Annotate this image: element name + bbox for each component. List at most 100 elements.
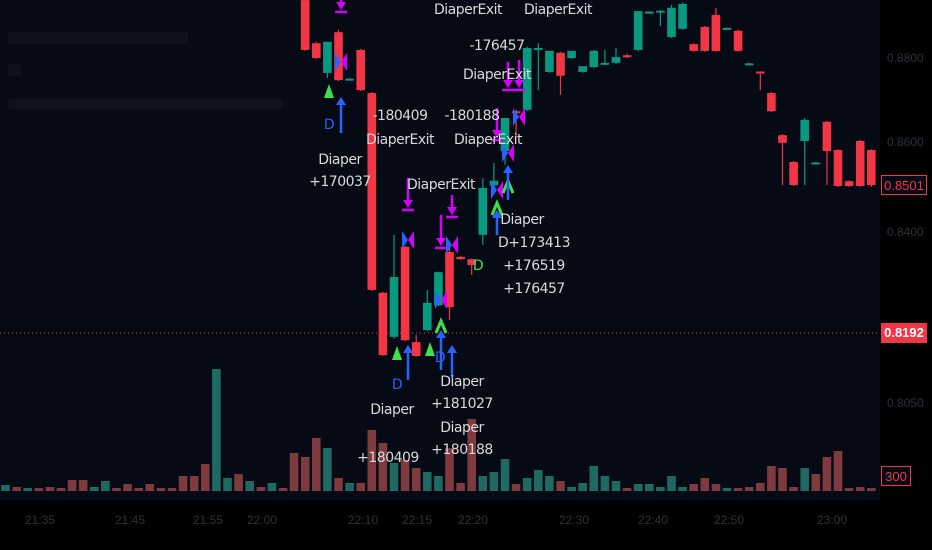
volume-bar xyxy=(656,487,665,491)
long-signal-triangle-icon xyxy=(324,84,334,98)
bowtie-icon xyxy=(491,181,497,199)
candle-down xyxy=(867,150,876,185)
volume-bar xyxy=(101,481,110,491)
volume-bar xyxy=(711,484,721,491)
candle-up xyxy=(489,180,499,186)
volume-bar xyxy=(478,476,488,491)
volume-bar xyxy=(522,478,532,491)
volume-bar xyxy=(811,474,821,491)
volume-bar xyxy=(223,478,232,491)
volume-bar xyxy=(356,483,365,491)
volume-bar xyxy=(212,369,221,491)
bowtie-icon xyxy=(502,144,508,162)
candle-down xyxy=(400,246,410,341)
volume-bar xyxy=(278,488,288,491)
candle-up xyxy=(744,63,754,66)
volume-bar xyxy=(667,476,676,491)
candle-up xyxy=(522,48,532,110)
entry-label: Diaper xyxy=(440,420,484,436)
volume-bar xyxy=(733,488,743,491)
exit-label: DiaperExit xyxy=(365,132,435,148)
candle-down xyxy=(689,44,698,51)
volume-bar xyxy=(511,484,521,491)
entry-value: +181027 xyxy=(431,396,493,412)
volume-bar xyxy=(234,474,243,491)
candle-up xyxy=(323,41,332,73)
volume-bar xyxy=(312,438,321,491)
price-axis-bg xyxy=(880,0,932,550)
volume-bar xyxy=(189,476,199,491)
volume-bar xyxy=(56,488,66,491)
volume-bar xyxy=(789,487,798,491)
candle-down xyxy=(822,121,832,151)
volume-bar xyxy=(167,488,177,491)
time-tick: 22:30 xyxy=(558,513,590,527)
candle-down xyxy=(733,30,743,51)
last-price-tag: 0.8501 xyxy=(881,175,927,195)
time-tick: 21:35 xyxy=(24,513,56,527)
price-tick: 0.8800 xyxy=(887,51,924,65)
volume-bar xyxy=(323,448,332,491)
bowtie-icon xyxy=(497,181,503,199)
candle-down xyxy=(789,162,798,185)
long-signal-chevron-icon xyxy=(434,317,448,334)
arrow-down-icon xyxy=(514,80,524,88)
volume-bar xyxy=(778,468,787,491)
candle-down xyxy=(767,93,776,112)
volume-bar xyxy=(545,476,554,491)
arrow-up-icon xyxy=(403,345,413,353)
time-axis-bg xyxy=(0,500,880,550)
volume-bar xyxy=(12,487,21,491)
arrow-up-icon xyxy=(447,345,457,353)
entry-value: +176457 xyxy=(503,281,565,297)
price-tick: 0.8050 xyxy=(887,396,924,410)
volume-bar xyxy=(645,484,654,491)
candle-up xyxy=(800,119,809,141)
volume-bar xyxy=(611,481,621,491)
bowtie-icon xyxy=(335,53,341,71)
current-price-tag: 0.8192 xyxy=(881,323,927,343)
exit-value: -180409 xyxy=(372,108,429,124)
volume-bar xyxy=(556,481,565,491)
candle-down xyxy=(411,342,421,357)
volume-bar xyxy=(689,484,698,491)
candle-up xyxy=(678,3,687,29)
volume-bar xyxy=(489,472,499,491)
candle-up xyxy=(589,50,599,68)
candle-down xyxy=(844,181,854,186)
entry-value: D+173413 xyxy=(498,235,570,251)
legend-indicator-line xyxy=(8,98,283,110)
entry-label: Diaper xyxy=(370,402,414,418)
bowtie-icon xyxy=(513,108,519,126)
volume-bar xyxy=(123,484,132,491)
long-signal-triangle-icon xyxy=(392,346,402,360)
volume-bar xyxy=(145,484,155,491)
candle-down xyxy=(445,252,454,308)
candle-down xyxy=(833,150,843,186)
exit-label: DiaperExit xyxy=(406,177,476,193)
volume-bar xyxy=(867,488,876,491)
volume-bar xyxy=(300,457,310,491)
candle-up xyxy=(567,50,576,59)
candle-down xyxy=(467,259,476,265)
arrow-down-icon xyxy=(492,130,502,138)
candle-up xyxy=(389,276,399,337)
d-marker: D xyxy=(323,117,335,133)
exit-label: DiaperExit xyxy=(462,67,532,83)
candle-down xyxy=(556,52,565,76)
volume-bar xyxy=(156,488,166,491)
time-tick: 21:45 xyxy=(114,513,146,527)
entry-label: Diaper xyxy=(318,152,362,168)
entry-value: +170037 xyxy=(309,174,371,190)
volume-bar xyxy=(589,466,599,491)
candle-down xyxy=(622,55,632,58)
volume-bar xyxy=(245,481,254,491)
volume-bar xyxy=(345,483,354,491)
candle-down xyxy=(756,71,765,74)
volume-bar xyxy=(90,487,99,491)
bowtie-icon xyxy=(402,231,408,249)
arrow-down-icon xyxy=(447,207,457,215)
volume-bar xyxy=(256,487,266,491)
volume-bar xyxy=(822,457,832,491)
